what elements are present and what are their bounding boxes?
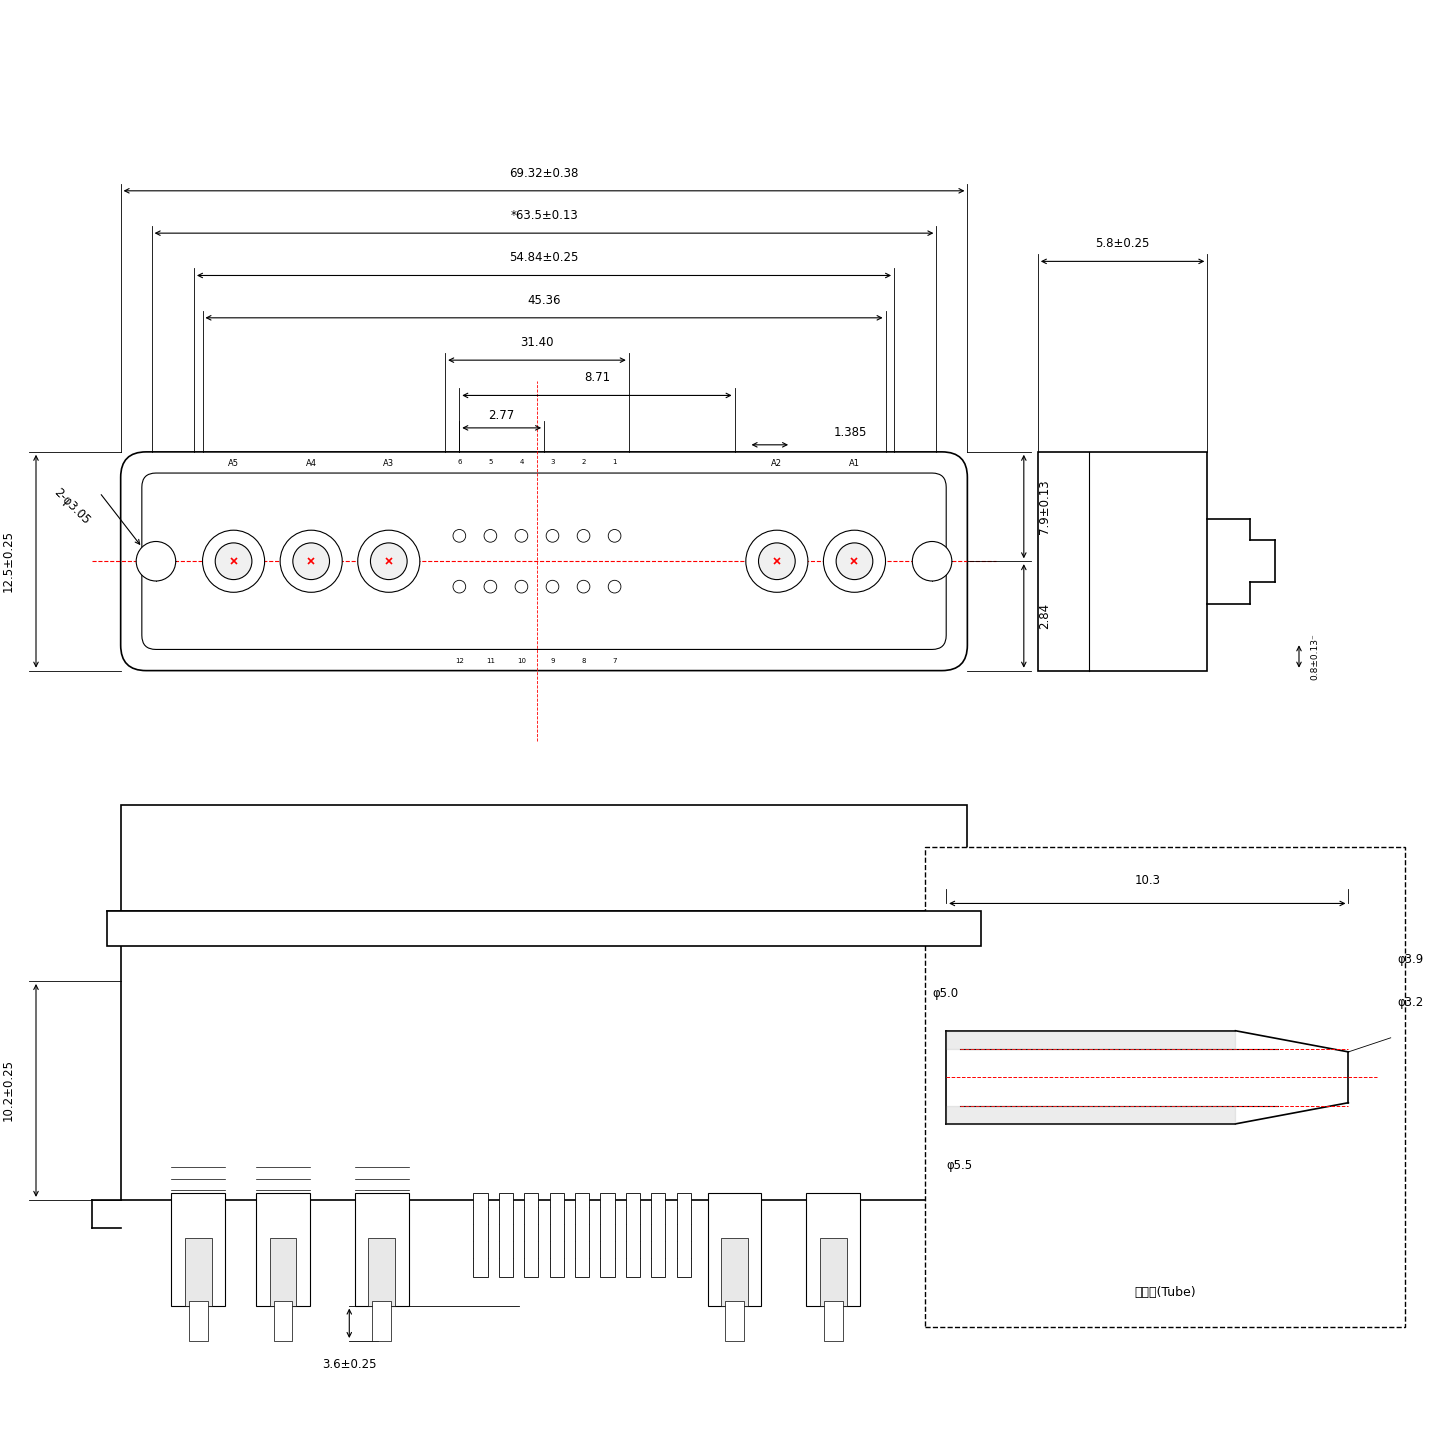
Text: Lightan: Lightan bbox=[419, 981, 668, 1038]
Text: 12.5±0.25: 12.5±0.25 bbox=[1, 530, 14, 592]
Text: 2: 2 bbox=[582, 459, 586, 465]
Bar bbox=[651, 1192, 665, 1277]
Circle shape bbox=[577, 580, 590, 593]
Text: 7: 7 bbox=[612, 658, 616, 664]
Text: 3: 3 bbox=[550, 459, 554, 465]
Circle shape bbox=[215, 543, 252, 579]
Text: A3: A3 bbox=[383, 459, 395, 468]
Bar bbox=[189, 1302, 207, 1341]
Bar bbox=[924, 847, 1405, 1326]
Circle shape bbox=[281, 530, 343, 592]
Circle shape bbox=[484, 530, 497, 543]
Bar bbox=[171, 1192, 225, 1306]
Bar bbox=[819, 1238, 847, 1306]
Text: 10.3: 10.3 bbox=[1135, 874, 1161, 887]
Bar bbox=[184, 1238, 212, 1306]
Text: 31.40: 31.40 bbox=[520, 336, 554, 348]
Text: 2.84: 2.84 bbox=[1038, 603, 1051, 629]
Text: 6: 6 bbox=[456, 459, 462, 465]
Text: 0.8±0.13⁻: 0.8±0.13⁻ bbox=[1310, 634, 1319, 680]
Bar bbox=[726, 1302, 744, 1341]
Bar bbox=[369, 1238, 395, 1306]
Bar bbox=[524, 1192, 539, 1277]
FancyBboxPatch shape bbox=[121, 452, 968, 671]
Bar bbox=[274, 1302, 292, 1341]
Text: 11: 11 bbox=[485, 658, 495, 664]
Text: A2: A2 bbox=[772, 459, 782, 468]
Text: 10.2±0.25: 10.2±0.25 bbox=[1, 1060, 14, 1122]
Text: φ5.5: φ5.5 bbox=[946, 1159, 972, 1172]
Bar bbox=[806, 1192, 860, 1306]
Text: A1: A1 bbox=[850, 459, 860, 468]
Circle shape bbox=[292, 543, 330, 579]
Text: 5: 5 bbox=[488, 459, 492, 465]
Circle shape bbox=[746, 530, 808, 592]
Circle shape bbox=[608, 580, 621, 593]
Circle shape bbox=[577, 530, 590, 543]
Bar bbox=[721, 1238, 747, 1306]
Circle shape bbox=[546, 530, 559, 543]
Circle shape bbox=[454, 580, 465, 593]
Circle shape bbox=[608, 530, 621, 543]
Bar bbox=[354, 1192, 409, 1306]
Text: 屏蔽管(Tube): 屏蔽管(Tube) bbox=[1135, 1286, 1195, 1299]
Bar bbox=[121, 805, 968, 1200]
Text: 12: 12 bbox=[455, 658, 464, 664]
Circle shape bbox=[824, 530, 886, 592]
Text: 8.71: 8.71 bbox=[583, 372, 611, 384]
Text: 1: 1 bbox=[612, 459, 616, 465]
Text: 7.9±0.13: 7.9±0.13 bbox=[1038, 480, 1051, 534]
Bar bbox=[626, 1192, 639, 1277]
Bar bbox=[575, 1192, 589, 1277]
Circle shape bbox=[484, 580, 497, 593]
Text: A5: A5 bbox=[228, 459, 239, 468]
Bar bbox=[707, 1192, 762, 1306]
Circle shape bbox=[516, 530, 528, 543]
Text: *63.5±0.13: *63.5±0.13 bbox=[510, 209, 577, 222]
Text: 2-φ3.05: 2-φ3.05 bbox=[52, 485, 92, 527]
Circle shape bbox=[837, 543, 873, 579]
Bar bbox=[474, 1192, 488, 1277]
Text: φ3.2: φ3.2 bbox=[1398, 995, 1424, 1009]
Text: 1.385: 1.385 bbox=[834, 426, 867, 439]
Circle shape bbox=[203, 530, 265, 592]
FancyBboxPatch shape bbox=[141, 474, 946, 649]
Text: φ5.0: φ5.0 bbox=[932, 986, 958, 999]
Text: 45.36: 45.36 bbox=[527, 294, 560, 307]
Bar bbox=[824, 1302, 842, 1341]
Bar bbox=[107, 910, 982, 946]
Bar bbox=[550, 1192, 564, 1277]
Bar bbox=[256, 1192, 310, 1306]
Text: A4: A4 bbox=[305, 459, 317, 468]
Text: 8: 8 bbox=[582, 658, 586, 664]
Bar bbox=[600, 1192, 615, 1277]
Circle shape bbox=[137, 541, 176, 580]
Bar bbox=[1038, 452, 1207, 671]
Text: 2.77: 2.77 bbox=[488, 409, 516, 422]
Bar bbox=[677, 1192, 691, 1277]
Circle shape bbox=[913, 541, 952, 580]
Text: 54.84±0.25: 54.84±0.25 bbox=[510, 251, 579, 264]
Text: 69.32±0.38: 69.32±0.38 bbox=[510, 167, 579, 180]
Bar bbox=[498, 1192, 513, 1277]
Text: 9: 9 bbox=[550, 658, 554, 664]
Circle shape bbox=[454, 530, 465, 543]
Text: 10: 10 bbox=[517, 658, 526, 664]
Text: 5.8±0.25: 5.8±0.25 bbox=[1096, 238, 1149, 251]
Circle shape bbox=[759, 543, 795, 579]
Text: 3.6±0.25: 3.6±0.25 bbox=[323, 1358, 376, 1371]
Circle shape bbox=[370, 543, 408, 579]
Bar bbox=[373, 1302, 392, 1341]
Circle shape bbox=[546, 580, 559, 593]
Text: φ3.9: φ3.9 bbox=[1398, 953, 1424, 966]
Circle shape bbox=[357, 530, 420, 592]
Text: 4: 4 bbox=[520, 459, 524, 465]
Bar bbox=[269, 1238, 297, 1306]
Circle shape bbox=[516, 580, 528, 593]
